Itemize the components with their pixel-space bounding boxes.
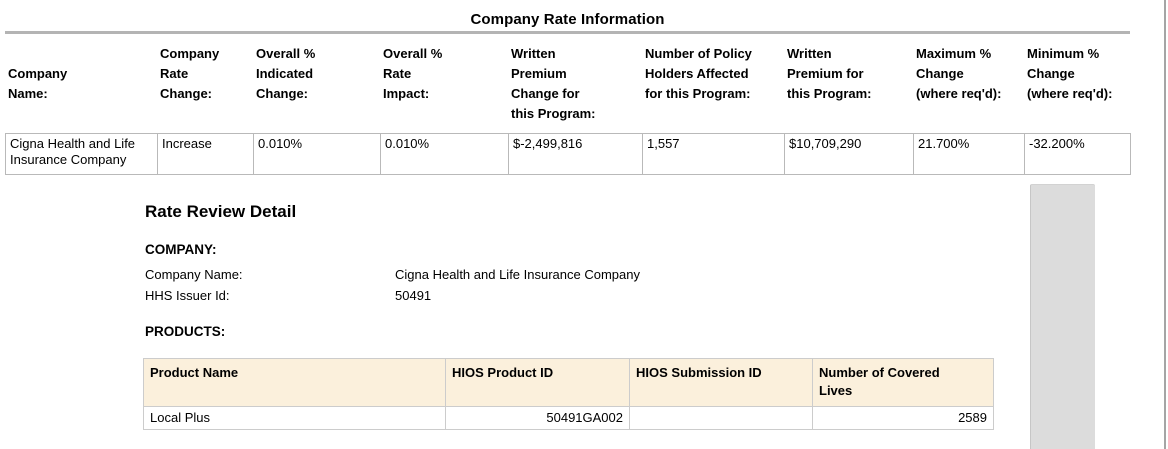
products-col-hios-product-id: HIOS Product ID bbox=[445, 358, 630, 407]
title-rule bbox=[5, 31, 1130, 34]
hhs-issuer-id-label: HHS Issuer Id: bbox=[145, 288, 230, 303]
col-header-overall-indicated-change: Overall % Indicated Change: bbox=[256, 46, 316, 101]
company-name-label: Company Name: bbox=[145, 267, 243, 282]
cell-policy-holders-affected: 1,557 bbox=[642, 133, 785, 175]
hhs-issuer-id-row: HHS Issuer Id: 50491 bbox=[145, 285, 1015, 306]
company-rate-table-row: Cigna Health and Life Insurance Company … bbox=[5, 133, 1131, 175]
col-header-company-rate-change: Company Rate Change: bbox=[160, 46, 220, 101]
company-rate-information-title: Company Rate Information bbox=[470, 11, 665, 28]
products-col-hios-submission-id: HIOS Submission ID bbox=[629, 358, 813, 407]
company-section-label: COMPANY: bbox=[145, 242, 217, 257]
cell-maximum-change: 21.700% bbox=[913, 133, 1025, 175]
covered-lives-cell: 2589 bbox=[812, 406, 994, 430]
col-header-overall-rate-impact: Overall % Rate Impact: bbox=[383, 46, 443, 101]
col-header-minimum-change: Minimum % Change (where req'd): bbox=[1027, 46, 1113, 101]
company-fields: Company Name: Cigna Health and Life Insu… bbox=[145, 264, 1015, 306]
rate-review-detail-heading: Rate Review Detail bbox=[145, 202, 297, 221]
cell-written-premium-change: $-2,499,816 bbox=[508, 133, 643, 175]
products-section-label: PRODUCTS: bbox=[145, 324, 226, 339]
products-table: Product Name HIOS Product ID HIOS Submis… bbox=[143, 358, 994, 430]
cell-written-premium: $10,709,290 bbox=[784, 133, 914, 175]
col-header-written-premium-for-program: Written Premium for this Program: bbox=[787, 46, 872, 101]
col-header-maximum-change: Maximum % Change (where req'd): bbox=[916, 46, 1002, 101]
product-name-cell: Local Plus bbox=[143, 406, 446, 430]
products-header-row: Product Name HIOS Product ID HIOS Submis… bbox=[143, 358, 994, 407]
cell-company-rate-change: Increase bbox=[157, 133, 254, 175]
cell-company-name: Cigna Health and Life Insurance Company bbox=[5, 133, 158, 175]
cell-minimum-change: -32.200% bbox=[1024, 133, 1131, 175]
company-rate-table-header: Company Name: Company Rate Change: Overa… bbox=[5, 44, 1130, 124]
products-table-row: Local Plus 50491GA002 2589 bbox=[143, 406, 994, 430]
hios-product-id-cell: 50491GA002 bbox=[445, 406, 630, 430]
hhs-issuer-id-value: 50491 bbox=[395, 288, 432, 303]
products-col-covered-lives: Number of Covered Lives bbox=[812, 358, 994, 407]
cell-overall-indicated-change: 0.010% bbox=[253, 133, 381, 175]
company-rate-table: Cigna Health and Life Insurance Company … bbox=[5, 133, 1131, 175]
col-header-policy-holders-affected: Number of Policy Holders Affected for th… bbox=[645, 46, 752, 101]
rate-review-detail-section: Rate Review Detail COMPANY: Company Name… bbox=[143, 202, 1015, 430]
col-header-company-name: Company Name: bbox=[8, 66, 68, 101]
col-header-written-premium-change: Written Premium Change for this Program: bbox=[511, 46, 596, 121]
cell-overall-rate-impact: 0.010% bbox=[380, 133, 509, 175]
products-col-product-name: Product Name bbox=[143, 358, 446, 407]
scrollbar-track[interactable] bbox=[1030, 184, 1095, 449]
hios-submission-id-cell bbox=[629, 406, 813, 430]
company-name-value: Cigna Health and Life Insurance Company bbox=[395, 267, 640, 282]
window-border-right bbox=[1164, 0, 1166, 449]
company-name-row: Company Name: Cigna Health and Life Insu… bbox=[145, 264, 1015, 285]
